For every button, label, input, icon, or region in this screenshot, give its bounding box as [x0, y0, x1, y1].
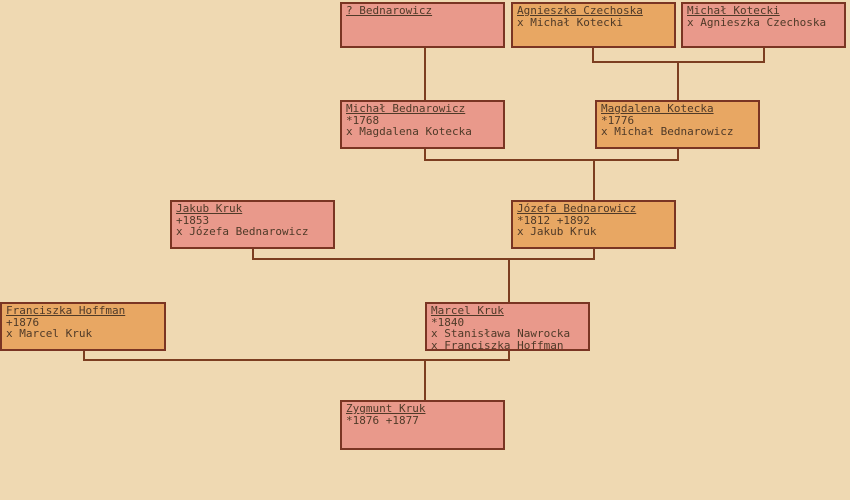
- person-detail: +1853: [176, 213, 210, 227]
- connector-line: [592, 48, 594, 63]
- person-name-link[interactable]: Marcel Kruk: [431, 304, 504, 317]
- person-name-link[interactable]: Zygmunt Kruk: [346, 402, 426, 415]
- connector-line: [508, 258, 510, 302]
- person-name-link[interactable]: Agnieszka Czechoska: [517, 4, 643, 17]
- person-box-michal-kotecki: Michał Kotecki x Agnieszka Czechoska: [681, 2, 846, 48]
- person-detail: *1776: [601, 113, 635, 127]
- person-name-link[interactable]: Józefa Bednarowicz: [517, 202, 637, 215]
- person-name-link[interactable]: ? Bednarowicz: [346, 4, 433, 17]
- connector-line: [83, 351, 85, 361]
- person-box-magdalena-kotecka: Magdalena Kotecka *1776 x Michał Bednaro…: [595, 100, 760, 149]
- person-box-michal-bednarowicz: Michał Bednarowicz *1768 x Magdalena Kot…: [340, 100, 505, 149]
- person-detail: x Franciszka Hoffman: [431, 338, 564, 351]
- person-detail: *1768: [346, 113, 380, 127]
- connector-line: [424, 48, 426, 100]
- connector-marriage-line: [83, 359, 510, 361]
- person-detail: *1840: [431, 315, 465, 329]
- person-name-link[interactable]: Michał Kotecki: [687, 4, 780, 17]
- connector-line: [677, 61, 679, 100]
- person-detail: *1876 +1877: [346, 413, 419, 427]
- person-box-franciszka-hoffman: Franciszka Hoffman +1876 x Marcel Kruk: [0, 302, 166, 351]
- connector-line: [424, 149, 426, 161]
- person-box-jakub-kruk: Jakub Kruk +1853 x Józefa Bednarowicz: [170, 200, 335, 249]
- connector-line: [593, 248, 595, 260]
- connector-marriage-line: [252, 258, 595, 260]
- person-name-link[interactable]: Magdalena Kotecka: [601, 102, 714, 115]
- person-detail: x Michał Kotecki: [517, 15, 623, 29]
- connector-line: [252, 248, 254, 260]
- connector-line: [593, 159, 595, 200]
- person-name-link[interactable]: Franciszka Hoffman: [6, 304, 126, 317]
- connector-line: [677, 149, 679, 161]
- connector-line: [508, 351, 510, 361]
- person-box-unknown-bednarowicz: ? Bednarowicz: [340, 2, 505, 48]
- person-box-agnieszka-czechoska: Agnieszka Czechoska x Michał Kotecki: [511, 2, 676, 48]
- person-detail: x Stanisława Nawrocka: [431, 327, 571, 340]
- person-detail: x Magdalena Kotecka: [346, 125, 472, 138]
- person-detail: *1812 +1892: [517, 213, 590, 227]
- person-box-zygmunt-kruk: Zygmunt Kruk *1876 +1877: [340, 400, 505, 450]
- person-detail: x Jakub Kruk: [517, 225, 597, 238]
- connector-marriage-line: [424, 159, 679, 161]
- person-detail: +1876: [6, 315, 40, 329]
- person-box-marcel-kruk: Marcel Kruk *1840 x Stanisława Nawrocka …: [425, 302, 590, 351]
- person-detail: x Michał Bednarowicz: [601, 125, 734, 138]
- person-name-link[interactable]: Michał Bednarowicz: [346, 102, 466, 115]
- person-name-link[interactable]: Jakub Kruk: [176, 202, 243, 215]
- connector-line: [424, 359, 426, 400]
- person-box-jozefa-bednarowicz: Józefa Bednarowicz *1812 +1892 x Jakub K…: [511, 200, 676, 249]
- connector-line: [763, 48, 765, 63]
- person-detail: x Marcel Kruk: [6, 327, 93, 340]
- person-detail: x Agnieszka Czechoska: [687, 15, 827, 29]
- person-detail: x Józefa Bednarowicz: [176, 225, 309, 238]
